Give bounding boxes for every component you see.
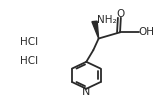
Text: O: O: [117, 9, 125, 19]
Text: HCl: HCl: [20, 56, 39, 66]
Text: NH₂: NH₂: [97, 15, 117, 25]
Text: HCl: HCl: [20, 37, 39, 47]
Polygon shape: [92, 21, 99, 39]
Text: OH: OH: [138, 27, 154, 37]
Text: N: N: [82, 87, 90, 97]
